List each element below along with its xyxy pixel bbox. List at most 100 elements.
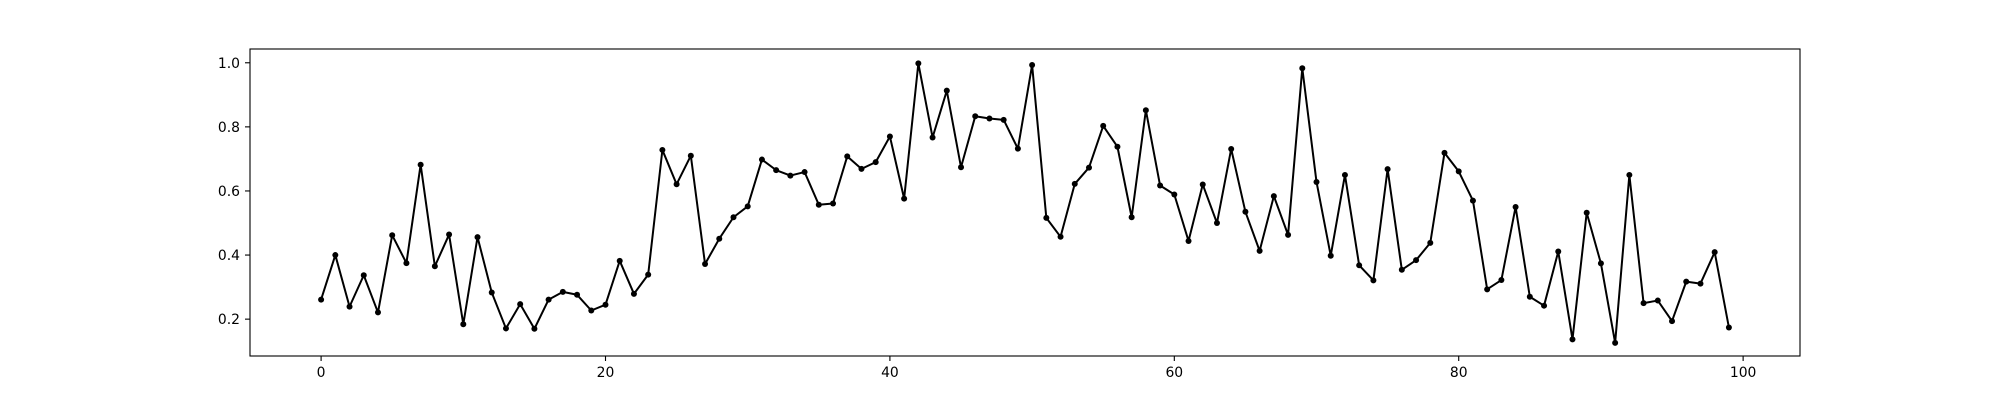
data-point (1356, 262, 1363, 269)
data-point (929, 134, 936, 141)
x-tick-label: 80 (1450, 365, 1468, 381)
data-point (1626, 171, 1633, 178)
data-point (1085, 164, 1092, 171)
data-point (702, 261, 709, 268)
data-point (630, 290, 637, 297)
x-tick-label: 100 (1730, 365, 1757, 381)
x-tick-label: 0 (317, 365, 326, 381)
data-point (1654, 297, 1661, 304)
data-point (972, 113, 979, 120)
data-point (374, 309, 381, 316)
data-point (318, 296, 325, 303)
data-point (730, 214, 737, 221)
data-point (1299, 65, 1306, 72)
data-point (716, 235, 723, 242)
data-point (602, 301, 609, 308)
data-point (1199, 181, 1206, 188)
x-tick-label: 40 (881, 365, 899, 381)
data-point (1455, 168, 1462, 175)
data-point (773, 167, 780, 174)
data-point (460, 321, 467, 328)
data-point (502, 325, 509, 332)
data-point (1213, 220, 1220, 227)
y-tick-label: 0.2 (218, 312, 240, 328)
data-point (1341, 171, 1348, 178)
data-point (758, 156, 765, 163)
data-point (1384, 166, 1391, 173)
data-point (1185, 237, 1192, 244)
data-point (1114, 143, 1121, 150)
data-point (474, 234, 481, 241)
data-point (1071, 180, 1078, 187)
data-point (744, 203, 751, 210)
data-point (1512, 203, 1519, 210)
data-point (645, 271, 652, 278)
data-point (346, 303, 353, 310)
data-point (986, 115, 993, 122)
axes-frame (249, 48, 1801, 357)
data-point (1669, 318, 1676, 325)
data-point (1171, 191, 1178, 198)
data-point (1697, 280, 1704, 287)
data-point (1270, 193, 1277, 200)
data-point (673, 181, 680, 188)
data-point (1043, 214, 1050, 221)
data-point (417, 161, 424, 168)
data-point (1484, 286, 1491, 293)
data-point (1000, 116, 1007, 123)
data-point (1541, 302, 1548, 309)
data-point (446, 231, 453, 238)
data-point (1157, 182, 1164, 189)
data-point (1427, 239, 1434, 246)
data-point (488, 289, 495, 296)
data-point (1555, 248, 1562, 255)
data-point (1725, 324, 1732, 331)
data-point (858, 165, 865, 172)
plot-area (318, 60, 1732, 346)
data-point (1498, 277, 1505, 284)
y-tick-label: 0.6 (218, 184, 240, 200)
data-point (844, 153, 851, 160)
data-point (1526, 293, 1533, 300)
y-tick-label: 1.0 (218, 56, 240, 72)
data-point (1398, 266, 1405, 273)
series-line (320, 62, 1730, 344)
data-point (531, 325, 538, 332)
data-point (687, 152, 694, 159)
data-point (1100, 122, 1107, 129)
data-point (1285, 231, 1292, 238)
data-point (787, 172, 794, 179)
data-point (616, 257, 623, 264)
y-tick-label: 0.4 (218, 248, 240, 264)
data-point (389, 232, 396, 239)
data-point (574, 291, 581, 298)
data-point (915, 60, 922, 67)
data-point (1029, 62, 1036, 69)
data-point (1128, 214, 1135, 221)
data-point (872, 159, 879, 166)
data-point (830, 200, 837, 207)
data-point (1228, 145, 1235, 152)
data-point (659, 146, 666, 153)
x-tick-label: 20 (597, 365, 615, 381)
data-point (1612, 339, 1619, 346)
data-point (1441, 149, 1448, 156)
data-point (1683, 278, 1690, 285)
y-tick-label: 0.8 (218, 120, 240, 136)
data-point (517, 301, 524, 308)
data-point (1256, 247, 1263, 254)
data-point (886, 133, 893, 140)
data-point (815, 201, 822, 208)
data-point (1597, 260, 1604, 267)
data-point (943, 87, 950, 94)
data-point (1413, 257, 1420, 264)
data-point (1313, 178, 1320, 185)
data-point (545, 296, 552, 303)
data-point (332, 252, 339, 259)
axes: 0 20 40 60 80 100 0.2 0.4 0.6 0.8 1.0 (218, 48, 1801, 381)
data-point (1242, 208, 1249, 215)
data-point (1469, 197, 1476, 204)
data-point (360, 272, 367, 279)
